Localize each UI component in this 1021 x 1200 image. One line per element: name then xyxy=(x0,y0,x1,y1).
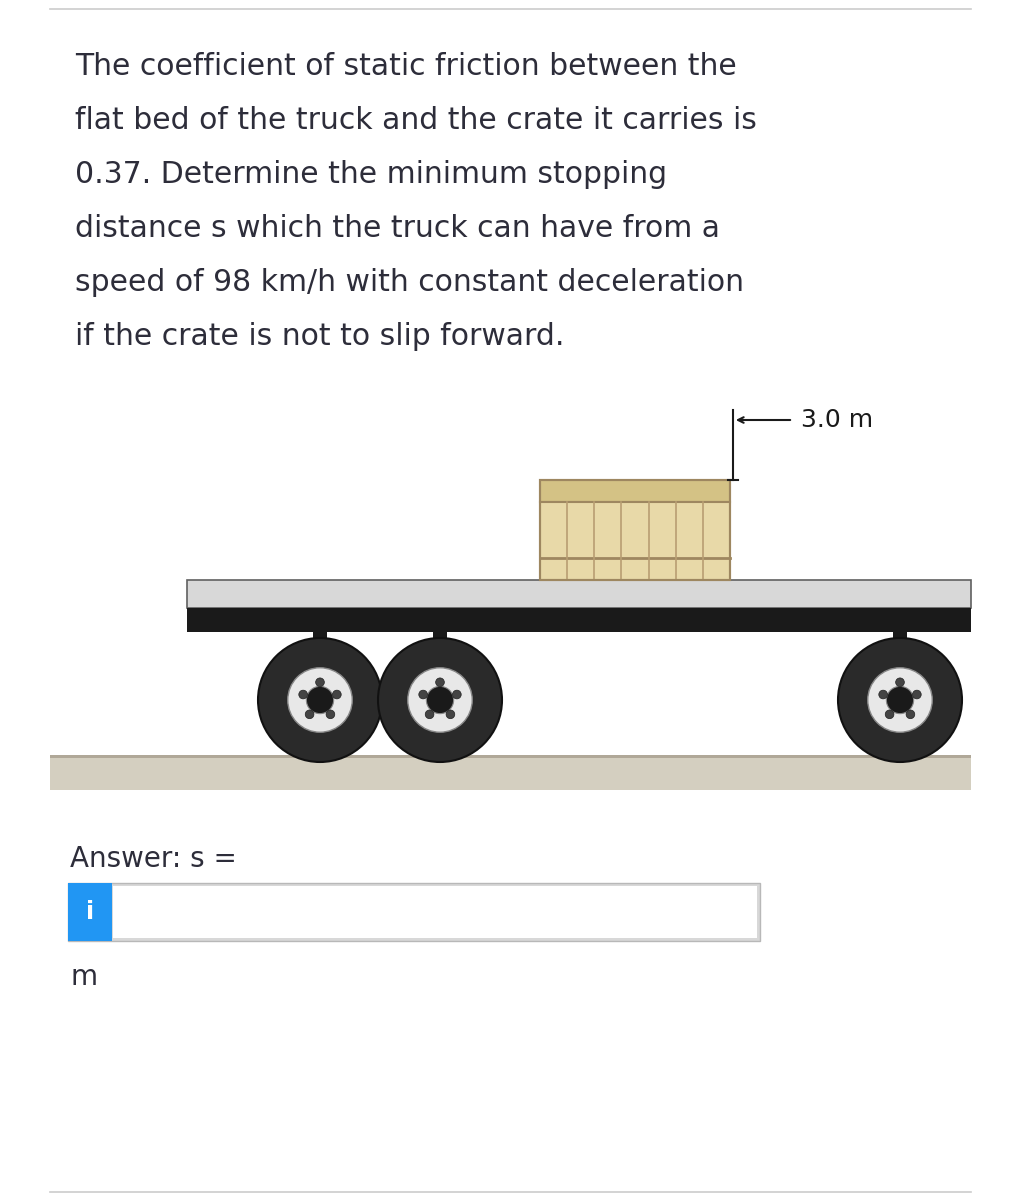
Circle shape xyxy=(886,686,914,714)
Circle shape xyxy=(407,667,473,732)
Text: 0.37. Determine the minimum stopping: 0.37. Determine the minimum stopping xyxy=(75,160,667,188)
Circle shape xyxy=(425,710,434,719)
Circle shape xyxy=(315,678,325,686)
Circle shape xyxy=(838,638,962,762)
Circle shape xyxy=(906,710,915,719)
Bar xyxy=(50,755,971,758)
Text: if the crate is not to slip forward.: if the crate is not to slip forward. xyxy=(75,322,565,350)
Circle shape xyxy=(913,690,921,698)
Circle shape xyxy=(427,686,453,714)
Bar xyxy=(313,632,327,646)
Bar xyxy=(187,608,971,632)
Circle shape xyxy=(436,678,444,686)
Circle shape xyxy=(452,690,461,698)
Circle shape xyxy=(378,638,502,762)
Circle shape xyxy=(306,686,334,714)
Circle shape xyxy=(879,690,887,698)
Text: m: m xyxy=(70,962,97,991)
Circle shape xyxy=(326,710,335,719)
Bar xyxy=(187,580,971,608)
Bar xyxy=(68,883,112,941)
Bar xyxy=(540,480,730,580)
Bar xyxy=(540,502,730,580)
Text: The coefficient of static friction between the: The coefficient of static friction betwe… xyxy=(75,52,737,80)
Circle shape xyxy=(305,710,313,719)
Circle shape xyxy=(258,638,382,762)
Text: flat bed of the truck and the crate it carries is: flat bed of the truck and the crate it c… xyxy=(75,106,757,134)
Bar xyxy=(68,883,760,941)
Circle shape xyxy=(419,690,428,698)
Circle shape xyxy=(868,667,932,732)
Circle shape xyxy=(895,678,905,686)
Circle shape xyxy=(446,710,454,719)
Text: speed of 98 km/h with constant deceleration: speed of 98 km/h with constant decelerat… xyxy=(75,268,744,296)
Bar xyxy=(113,886,757,938)
Bar xyxy=(433,632,447,646)
Circle shape xyxy=(885,710,894,719)
Text: distance s which the truck can have from a: distance s which the truck can have from… xyxy=(75,214,720,242)
Text: i: i xyxy=(86,900,94,924)
Circle shape xyxy=(288,667,352,732)
Text: 3.0 m: 3.0 m xyxy=(801,408,873,432)
Circle shape xyxy=(333,690,341,698)
Bar xyxy=(50,755,971,790)
Bar xyxy=(540,480,730,502)
Text: Answer: s =: Answer: s = xyxy=(70,845,237,874)
Circle shape xyxy=(299,690,307,698)
Bar xyxy=(893,632,907,646)
